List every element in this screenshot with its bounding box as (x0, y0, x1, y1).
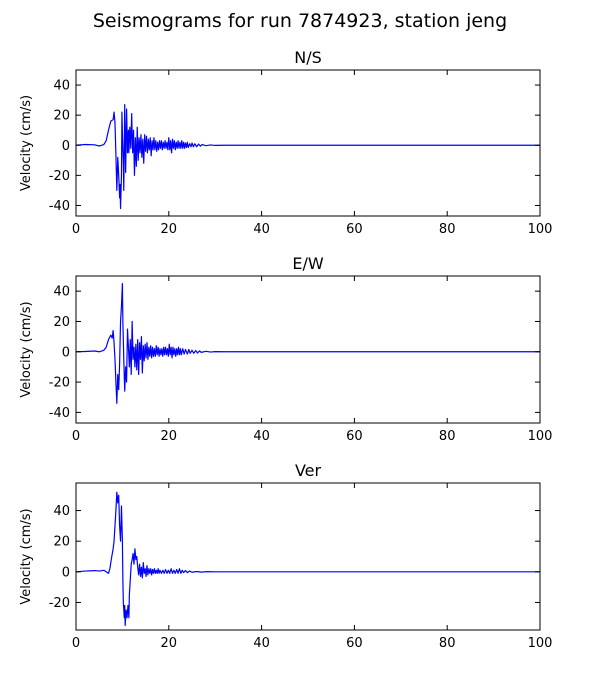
panel-1-ytick-label: 40 (53, 79, 70, 94)
panel-2-ytick-label: 20 (53, 315, 70, 330)
panel-1-ylabel: Velocity (cm/s) (19, 95, 34, 191)
panel-1-ytick-label: -20 (49, 169, 70, 184)
panel-3-ytick-label: 20 (53, 535, 70, 550)
panel-2-xtick-label: 60 (346, 429, 363, 444)
panel-3-xtick-label: 100 (528, 636, 553, 651)
panel-2-frame (75, 275, 541, 424)
panel-3-xtick-label: 80 (439, 636, 456, 651)
panel-2-xtick-label: 40 (253, 429, 270, 444)
panel-1-ytick-label: -40 (49, 199, 70, 214)
panel-3-trace (75, 491, 540, 627)
panel-1-xtick-label: 40 (253, 222, 270, 237)
panel-1-xtick-label: 0 (72, 222, 80, 237)
panel-3-xtick-label: 60 (346, 636, 363, 651)
figure-title: Seismograms for run 7874923, station jen… (92, 10, 508, 32)
panel-2-ytick-label: 40 (53, 285, 70, 300)
panel-1-xtick-label: 80 (439, 222, 456, 237)
panel-3-xtick-label: 20 (161, 636, 178, 651)
panel-2-xtick-label: 0 (72, 429, 80, 444)
panel-2-ytick-label: -40 (49, 406, 70, 421)
panel-1-ytick-label: 0 (62, 139, 70, 154)
panel-2-xtick-label: 100 (528, 429, 553, 444)
panel-2-trace (75, 282, 540, 404)
panel-2-xtick-label: 20 (161, 429, 178, 444)
panel-3-ytick-label: 0 (62, 565, 70, 580)
panel-3-xtick-label: 0 (72, 636, 80, 651)
panel-3-ytick-label: 40 (53, 504, 70, 519)
panel-3-title: Ver (295, 461, 322, 480)
panel-1-ytick-label: 20 (53, 109, 70, 124)
panel-3-ytick-label: -20 (49, 596, 70, 611)
panel-2-title: E/W (292, 254, 324, 273)
panel-2-ylabel: Velocity (cm/s) (19, 301, 34, 397)
panel-3-frame (75, 482, 541, 631)
panel-3-ylabel: Velocity (cm/s) (19, 508, 34, 604)
panel-2-xtick-label: 80 (439, 429, 456, 444)
panel-1-trace (75, 104, 540, 210)
panel-2-ytick-label: -20 (49, 376, 70, 391)
panel-1-xtick-label: 100 (528, 222, 553, 237)
panel-3-xtick-label: 40 (253, 636, 270, 651)
panel-1-title: N/S (294, 48, 322, 67)
panel-2-ytick-label: 0 (62, 345, 70, 360)
panel-1-xtick-label: 60 (346, 222, 363, 237)
panel-1-frame (75, 69, 541, 217)
panel-1-xtick-label: 20 (161, 222, 178, 237)
